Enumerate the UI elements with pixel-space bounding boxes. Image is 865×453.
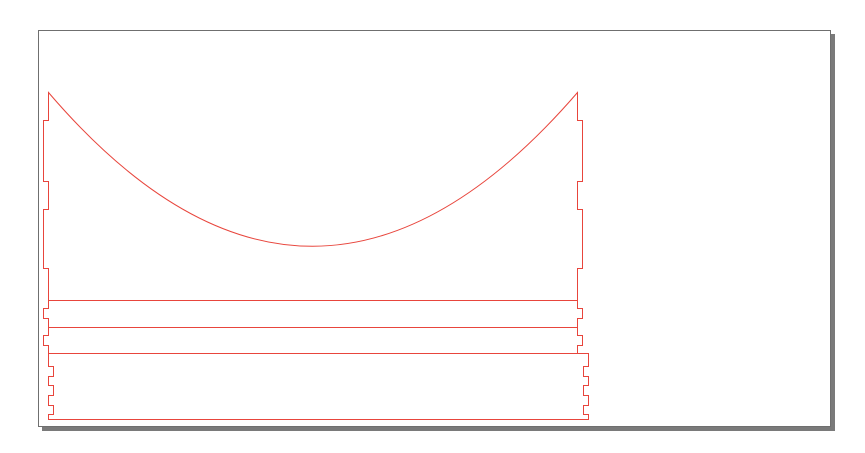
strip-panel-1[interactable] [43, 300, 583, 328]
curved-side-panel[interactable] [43, 91, 583, 301]
bottom-panel[interactable] [48, 353, 589, 420]
strip-panel-2[interactable] [43, 327, 583, 354]
page-sheet[interactable] [38, 30, 831, 427]
